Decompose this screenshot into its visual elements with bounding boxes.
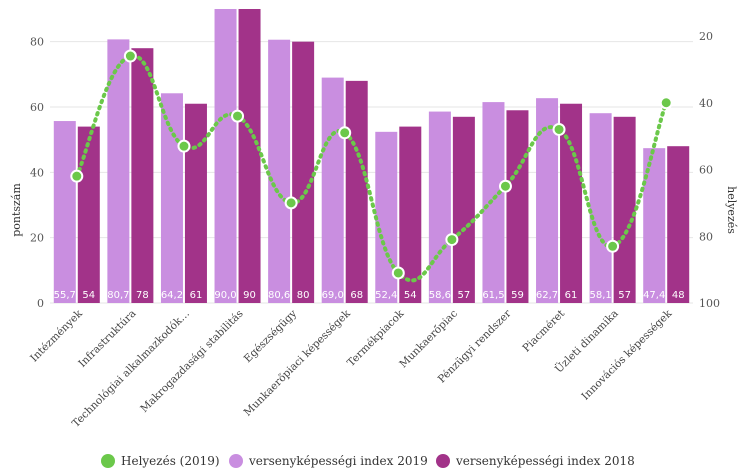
left-tick-label: 60 [30, 101, 44, 114]
bar-2018 [238, 9, 261, 303]
right-tick-label: 80 [699, 230, 713, 243]
bar-2019 [589, 113, 612, 303]
right-tick-label: 60 [699, 164, 713, 177]
rank-point [231, 109, 245, 123]
bar-2018 [560, 103, 583, 303]
bar-label-2019: 69,0 [322, 290, 344, 301]
category-label: Munkaerőpiaci képességek [241, 306, 353, 418]
bar-label-2019: 58,6 [429, 290, 451, 301]
bar-label-2019: 90,0 [214, 290, 236, 301]
bar-label-2019: 47,4 [643, 290, 665, 301]
bar-label-2019: 80,6 [268, 290, 290, 301]
bar-label-2018: 90 [243, 290, 256, 301]
bar-2018 [131, 48, 154, 304]
bar-label-2019: 62,7 [536, 290, 558, 301]
category-label: Technológiai alkalmazkodók… [70, 308, 192, 430]
right-axis-title: helyezés [725, 186, 738, 234]
rank-line-path [74, 54, 669, 283]
bar-2018 [613, 116, 636, 303]
bar-label-2019: 64,2 [161, 290, 183, 301]
bar-2019 [107, 39, 130, 303]
category-label: Piacméret [520, 307, 567, 354]
bar-2018 [292, 41, 315, 304]
bar-label-2018: 59 [511, 290, 524, 301]
right-tick-label: 100 [699, 297, 720, 310]
bar-label-2018: 54 [404, 290, 417, 301]
bar-label-2019: 80,7 [107, 290, 129, 301]
legend[interactable]: Helyezés (2019) versenyképességi index 20… [101, 454, 635, 468]
legend-label: Helyezés (2019) [121, 454, 220, 468]
category-label: Egészségügy [242, 308, 300, 366]
bar-2019 [482, 102, 505, 303]
right-axis-ticks: 100 80 60 40 20 [699, 30, 720, 310]
rank-point [284, 196, 298, 210]
left-tick-label: 0 [37, 297, 44, 310]
bar-label-2018: 57 [618, 290, 631, 301]
right-tick-label: 20 [699, 30, 713, 43]
bar-label-2019: 52,4 [375, 290, 397, 301]
rank-point [606, 239, 620, 253]
bar-2019 [268, 39, 291, 303]
bar-2019 [321, 77, 344, 303]
bar-label-2018: 78 [136, 290, 149, 301]
rank-point [338, 126, 352, 140]
right-tick-label: 40 [699, 97, 713, 110]
rank-point [445, 233, 459, 247]
rank-point [123, 49, 137, 63]
grid-lines [50, 41, 693, 304]
legend-marker [101, 454, 115, 468]
legend-marker [229, 454, 243, 468]
legend-label: versenyképességi index 2018 [455, 454, 635, 468]
left-axis-title: pontszám [10, 183, 23, 237]
bar-label-2018: 80 [297, 290, 310, 301]
legend-label: versenyképességi index 2019 [248, 454, 428, 468]
bar-2018 [399, 126, 422, 303]
legend-marker [436, 454, 450, 468]
category-label: Makrogazdasági stabilitás [138, 308, 245, 415]
bar-2018 [184, 103, 207, 303]
rank-point [552, 122, 566, 136]
category-label: Innovációs képességek [579, 307, 674, 402]
rank-point [177, 139, 191, 153]
bar-2019 [53, 121, 76, 304]
bar-label-2018: 68 [350, 290, 363, 301]
rank-point [659, 96, 673, 110]
bar-2018 [77, 126, 100, 303]
bar-2018 [667, 146, 690, 303]
left-axis-ticks: 0 20 40 60 80 [30, 36, 44, 310]
left-tick-label: 20 [30, 232, 44, 245]
bar-2019 [214, 9, 237, 303]
rank-point [391, 266, 405, 280]
bar-2018 [452, 116, 475, 303]
left-tick-label: 40 [30, 166, 44, 179]
left-tick-label: 80 [30, 36, 44, 49]
bar-label-2018: 48 [672, 290, 685, 301]
category-label: Termékpiacok [345, 307, 407, 369]
bar-label-2019: 55,7 [54, 290, 76, 301]
bars [53, 9, 690, 304]
rank-line [70, 49, 673, 283]
bar-2019 [428, 111, 451, 303]
bar-label-2019: 58,1 [589, 290, 611, 301]
bar-label-2018: 61 [190, 290, 203, 301]
rank-point [70, 169, 84, 183]
bar-2019 [160, 93, 183, 303]
bar-value-labels: 55,7 54 80,7 78 64,2 61 90,0 90 80,6 80 69,0 68 52,4… [54, 290, 685, 301]
bar-2018 [506, 110, 529, 304]
category-label: Intézmények [28, 307, 85, 364]
bar-label-2019: 61,5 [482, 290, 504, 301]
bar-label-2018: 54 [82, 290, 95, 301]
bar-2019 [536, 98, 559, 304]
bar-label-2018: 57 [458, 290, 471, 301]
bar-2019 [643, 148, 666, 303]
bar-2018 [345, 80, 368, 303]
bar-label-2018: 61 [565, 290, 578, 301]
rank-point [498, 179, 512, 193]
category-label: Infrastruktúra [76, 308, 138, 370]
